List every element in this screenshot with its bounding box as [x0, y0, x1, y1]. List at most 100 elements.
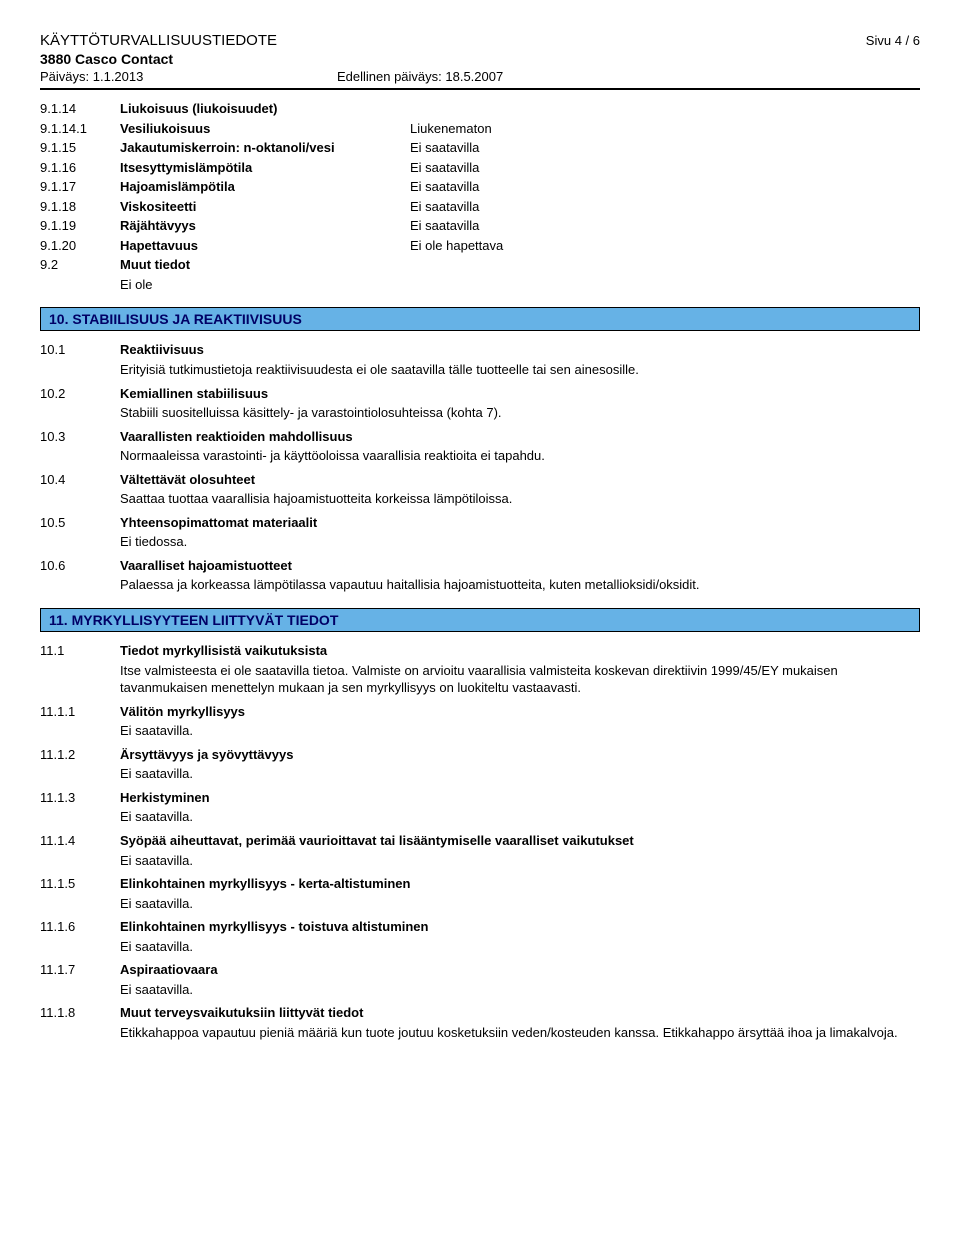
page: KÄYTTÖTURVALLISUUSTIEDOTE Sivu 4 / 6 388… — [0, 0, 960, 1087]
item-label: Elinkohtainen myrkyllisyys - toistuva al… — [120, 918, 428, 936]
item-body: Ei saatavilla. — [120, 722, 920, 740]
item-label: Kemiallinen stabiilisuus — [120, 385, 268, 403]
prop-val: Ei saatavilla — [410, 139, 920, 157]
item-head: 10.4 Vältettävät olosuhteet — [40, 471, 920, 489]
item-num: 11.1.2 — [40, 746, 120, 764]
prop-label: Liukoisuus (liukoisuudet) — [120, 100, 410, 118]
prop-row: 9.1.16 Itsesyttymislämpötila Ei saatavil… — [40, 159, 920, 177]
s10-item: 10.3 Vaarallisten reaktioiden mahdollisu… — [40, 428, 920, 465]
header-rule — [40, 88, 920, 90]
prop-label: Hajoamislämpötila — [120, 178, 410, 196]
item-num: 11.1.3 — [40, 789, 120, 807]
item-num: 10.1 — [40, 341, 120, 359]
prop-num: 9.1.16 — [40, 159, 120, 177]
s10-item: 10.6 Vaaralliset hajoamistuotteet Palaes… — [40, 557, 920, 594]
prop-row: 9.1.14 Liukoisuus (liukoisuudet) — [40, 100, 920, 118]
item-num: 10.4 — [40, 471, 120, 489]
s10-item: 10.1 Reaktiivisuus Erityisiä tutkimustie… — [40, 341, 920, 378]
item-head: 11.1.7 Aspiraatiovaara — [40, 961, 920, 979]
item-head: 10.2 Kemiallinen stabiilisuus — [40, 385, 920, 403]
item-head: 11.1.4 Syöpää aiheuttavat, perimää vauri… — [40, 832, 920, 850]
page-number: Sivu 4 / 6 — [866, 33, 920, 48]
prop-val — [410, 100, 920, 118]
prop-label: Hapettavuus — [120, 237, 410, 255]
item-num: 11.1 — [40, 642, 120, 660]
item-body: Normaaleissa varastointi- ja käyttöolois… — [120, 447, 920, 465]
prop-label: Jakautumiskerroin: n-oktanoli/vesi — [120, 139, 410, 157]
prop-num: 9.1.20 — [40, 237, 120, 255]
item-label: Muut terveysvaikutuksiin liittyvät tiedo… — [120, 1004, 363, 1022]
prop-val: Ei saatavilla — [410, 217, 920, 235]
item-head: 10.6 Vaaralliset hajoamistuotteet — [40, 557, 920, 575]
item-body: Erityisiä tutkimustietoja reaktiivisuude… — [120, 361, 920, 379]
prop-val: Ei ole hapettava — [410, 237, 920, 255]
prop-num: 9.1.14 — [40, 100, 120, 118]
item-num: 10.6 — [40, 557, 120, 575]
doc-title: KÄYTTÖTURVALLISUUSTIEDOTE — [40, 32, 277, 49]
prop-val: Ei saatavilla — [410, 178, 920, 196]
item-num: 11.1.7 — [40, 961, 120, 979]
s11-item: 11.1.4 Syöpää aiheuttavat, perimää vauri… — [40, 832, 920, 869]
prop-label: Viskositeetti — [120, 198, 410, 216]
s10-item: 10.4 Vältettävät olosuhteet Saattaa tuot… — [40, 471, 920, 508]
item-body: Ei saatavilla. — [120, 938, 920, 956]
item-num: 11.1.4 — [40, 832, 120, 850]
s10-item: 10.5 Yhteensopimattomat materiaalit Ei t… — [40, 514, 920, 551]
prop-val: Liukenematon — [410, 120, 920, 138]
prop-row: 9.2 Muut tiedot — [40, 256, 920, 274]
item-label: Syöpää aiheuttavat, perimää vaurioittava… — [120, 832, 634, 850]
prop-label: Itsesyttymislämpötila — [120, 159, 410, 177]
item-label: Tiedot myrkyllisistä vaikutuksista — [120, 642, 327, 660]
dates-line: Päiväys: 1.1.2013 Edellinen päiväys: 18.… — [40, 69, 920, 84]
section-10-heading: 10. STABIILISUUS JA REAKTIIVISUUS — [40, 307, 920, 331]
item-num: 10.5 — [40, 514, 120, 532]
item-body: Stabiili suositelluissa käsittely- ja va… — [120, 404, 920, 422]
item-label: Ärsyttävyys ja syövyttävyys — [120, 746, 293, 764]
item-num: 11.1.8 — [40, 1004, 120, 1022]
prop-row: 9.1.15 Jakautumiskerroin: n-oktanoli/ves… — [40, 139, 920, 157]
item-body: Ei tiedossa. — [120, 533, 920, 551]
prop-label: Muut tiedot — [120, 256, 190, 274]
item-head: 10.3 Vaarallisten reaktioiden mahdollisu… — [40, 428, 920, 446]
item-body: Ei saatavilla. — [120, 808, 920, 826]
prop-row: 9.1.20 Hapettavuus Ei ole hapettava — [40, 237, 920, 255]
item-head: 11.1 Tiedot myrkyllisistä vaikutuksista — [40, 642, 920, 660]
item-label: Reaktiivisuus — [120, 341, 204, 359]
item-label: Välitön myrkyllisyys — [120, 703, 245, 721]
s11-item: 11.1.1 Välitön myrkyllisyys Ei saatavill… — [40, 703, 920, 740]
props-block: 9.1.14 Liukoisuus (liukoisuudet) 9.1.14.… — [40, 100, 920, 293]
item-head: 11.1.8 Muut terveysvaikutuksiin liittyvä… — [40, 1004, 920, 1022]
item-head: 11.1.2 Ärsyttävyys ja syövyttävyys — [40, 746, 920, 764]
section-11-heading: 11. MYRKYLLISYYTEEN LIITTYVÄT TIEDOT — [40, 608, 920, 632]
item-num: 10.3 — [40, 428, 120, 446]
item-head: 11.1.5 Elinkohtainen myrkyllisyys - kert… — [40, 875, 920, 893]
item-label: Vaaralliset hajoamistuotteet — [120, 557, 292, 575]
item-head: 10.1 Reaktiivisuus — [40, 341, 920, 359]
prop-num: 9.1.18 — [40, 198, 120, 216]
prop-row: 9.1.14.1 Vesiliukoisuus Liukenematon — [40, 120, 920, 138]
s11-item: 11.1.2 Ärsyttävyys ja syövyttävyys Ei sa… — [40, 746, 920, 783]
item-body: Ei saatavilla. — [120, 852, 920, 870]
prop-label: Vesiliukoisuus — [120, 120, 410, 138]
item-num: 11.1.5 — [40, 875, 120, 893]
item-head: 11.1.6 Elinkohtainen myrkyllisyys - tois… — [40, 918, 920, 936]
item-num: 11.1.1 — [40, 703, 120, 721]
header-line: KÄYTTÖTURVALLISUUSTIEDOTE Sivu 4 / 6 — [40, 32, 920, 49]
item-label: Yhteensopimattomat materiaalit — [120, 514, 317, 532]
item-body: Saattaa tuottaa vaarallisia hajoamistuot… — [120, 490, 920, 508]
s11-item: 11.1.7 Aspiraatiovaara Ei saatavilla. — [40, 961, 920, 998]
s11-item: 11.1.3 Herkistyminen Ei saatavilla. — [40, 789, 920, 826]
item-head: 11.1.3 Herkistyminen — [40, 789, 920, 807]
item-body: Ei saatavilla. — [120, 981, 920, 999]
item-label: Herkistyminen — [120, 789, 210, 807]
item-body: Ei saatavilla. — [120, 895, 920, 913]
item-body: Etikkahappoa vapautuu pieniä määriä kun … — [120, 1024, 920, 1042]
item-body: Palaessa ja korkeassa lämpötilassa vapau… — [120, 576, 920, 594]
item-num: 10.2 — [40, 385, 120, 403]
s11-item: 11.1.5 Elinkohtainen myrkyllisyys - kert… — [40, 875, 920, 912]
product-name: 3880 Casco Contact — [40, 51, 920, 67]
item-label: Aspiraatiovaara — [120, 961, 218, 979]
s11-item: 11.1.8 Muut terveysvaikutuksiin liittyvä… — [40, 1004, 920, 1041]
prop-num: 9.1.19 — [40, 217, 120, 235]
item-body: Ei saatavilla. — [120, 765, 920, 783]
